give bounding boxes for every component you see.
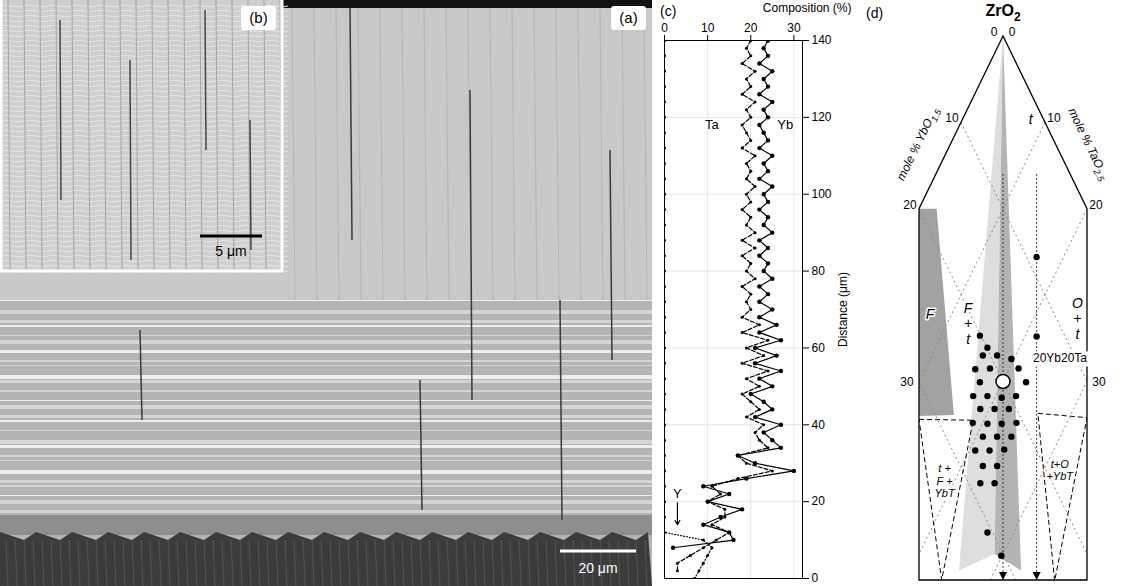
svg-text:Distance (μm): Distance (μm) (836, 272, 850, 347)
svg-text:40: 40 (812, 418, 826, 432)
svg-text:Y: Y (673, 486, 682, 501)
svg-text:20 μm: 20 μm (578, 560, 617, 576)
svg-text:ZrO2: ZrO2 (985, 2, 1020, 24)
svg-text:20Yb20Ta: 20Yb20Ta (1033, 351, 1087, 365)
svg-text:5 μm: 5 μm (215, 243, 246, 259)
svg-text:F: F (926, 306, 936, 322)
svg-text:(d): (d) (866, 5, 883, 21)
svg-text:20: 20 (812, 494, 826, 508)
svg-text:t +F +YbT: t +F +YbT (935, 462, 956, 498)
svg-text:140: 140 (812, 33, 832, 47)
svg-text:0: 0 (661, 21, 668, 35)
svg-text:(b): (b) (249, 9, 267, 26)
svg-text:100: 100 (812, 187, 832, 201)
svg-text:20: 20 (1089, 198, 1103, 212)
svg-text:Yb: Yb (777, 117, 793, 132)
svg-text:10: 10 (1047, 111, 1061, 125)
svg-text:0: 0 (1009, 25, 1016, 39)
svg-text:O+t: O+t (1072, 295, 1083, 342)
svg-text:30: 30 (1092, 375, 1106, 389)
svg-text:20: 20 (903, 198, 917, 212)
svg-text:mole % TaO2.5: mole % TaO2.5 (1063, 106, 1113, 184)
svg-text:t+O+YbT: t+O+YbT (1046, 458, 1074, 482)
html-text:(c): (c) (660, 3, 677, 19)
svg-text:80: 80 (812, 264, 826, 278)
svg-text:10: 10 (701, 21, 715, 35)
svg-text:(a): (a) (619, 9, 637, 26)
svg-text:0: 0 (812, 571, 819, 585)
svg-text:Composition (%): Composition (%) (763, 1, 852, 15)
svg-text:0: 0 (991, 25, 998, 39)
svg-text:10: 10 (945, 111, 959, 125)
svg-text:F+t: F+t (964, 300, 974, 347)
svg-text:20: 20 (744, 21, 758, 35)
svg-text:Ta: Ta (705, 117, 720, 132)
svg-text:60: 60 (812, 341, 826, 355)
svg-text:mole % YbO1.5: mole % YbO1.5 (894, 104, 944, 184)
svg-text:30: 30 (900, 375, 914, 389)
svg-text:30: 30 (787, 21, 801, 35)
svg-text:120: 120 (812, 110, 832, 124)
svg-text:t: t (1029, 111, 1034, 127)
